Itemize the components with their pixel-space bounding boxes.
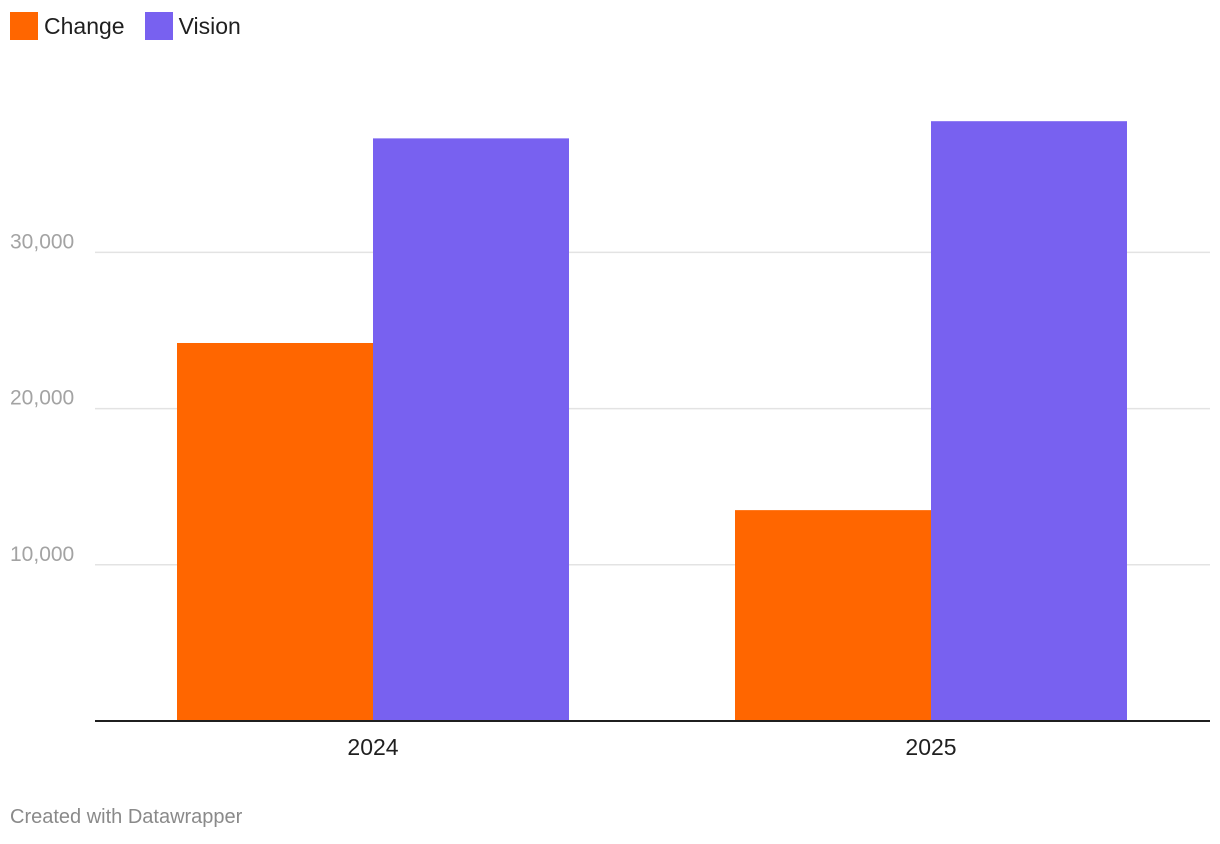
bar-vision-2025 <box>931 121 1127 721</box>
x-tick-label-2025: 2025 <box>905 734 956 760</box>
bar-change-2025 <box>735 510 931 721</box>
footer-credit[interactable]: Created with Datawrapper <box>10 806 243 828</box>
x-tick-label-2024: 2024 <box>347 734 398 760</box>
legend-label-change: Change <box>44 12 125 39</box>
legend-item-change: Change <box>10 12 125 40</box>
bar-change-2024 <box>177 342 373 721</box>
legend-label-vision: Vision <box>178 12 241 39</box>
legend-swatch-vision <box>144 12 173 40</box>
y-tick-label-20000: 20,000 <box>10 387 74 410</box>
legend: Change Vision <box>10 12 241 40</box>
legend-swatch-change <box>10 12 38 40</box>
bar-vision-2024 <box>373 138 569 721</box>
y-tick-label-30000: 30,000 <box>10 230 74 253</box>
legend-item-vision: Vision <box>144 12 241 40</box>
y-tick-label-10000: 10,000 <box>10 543 74 566</box>
